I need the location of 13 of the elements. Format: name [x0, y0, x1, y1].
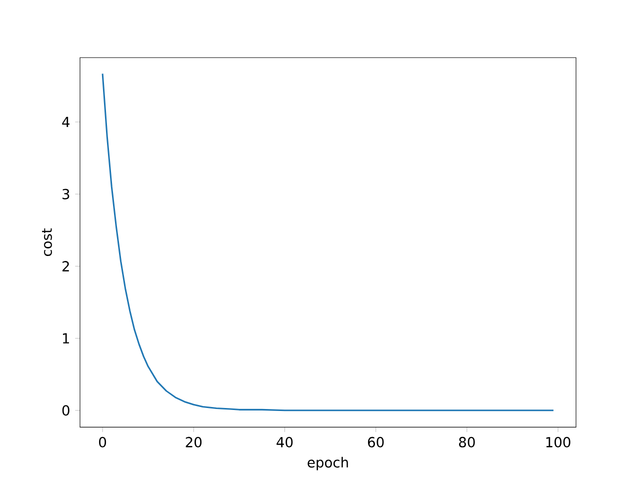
x-tick-label: 60 [368, 436, 384, 448]
y-tick-label: 3 [62, 188, 70, 200]
y-axis-title: cost [42, 228, 52, 256]
x-tick-label: 20 [186, 436, 202, 448]
x-tick-label: 80 [459, 436, 475, 448]
y-tick-label: 4 [62, 116, 70, 128]
x-tick-label: 100 [546, 436, 570, 448]
y-tick-label: 0 [62, 405, 70, 416]
x-tick-label: 40 [276, 436, 293, 448]
x-axis-title: epoch [308, 456, 348, 470]
x-tick-label: 0 [99, 436, 106, 448]
y-tick-label: 2 [62, 261, 69, 272]
y-tick-label: 1 [62, 333, 69, 344]
